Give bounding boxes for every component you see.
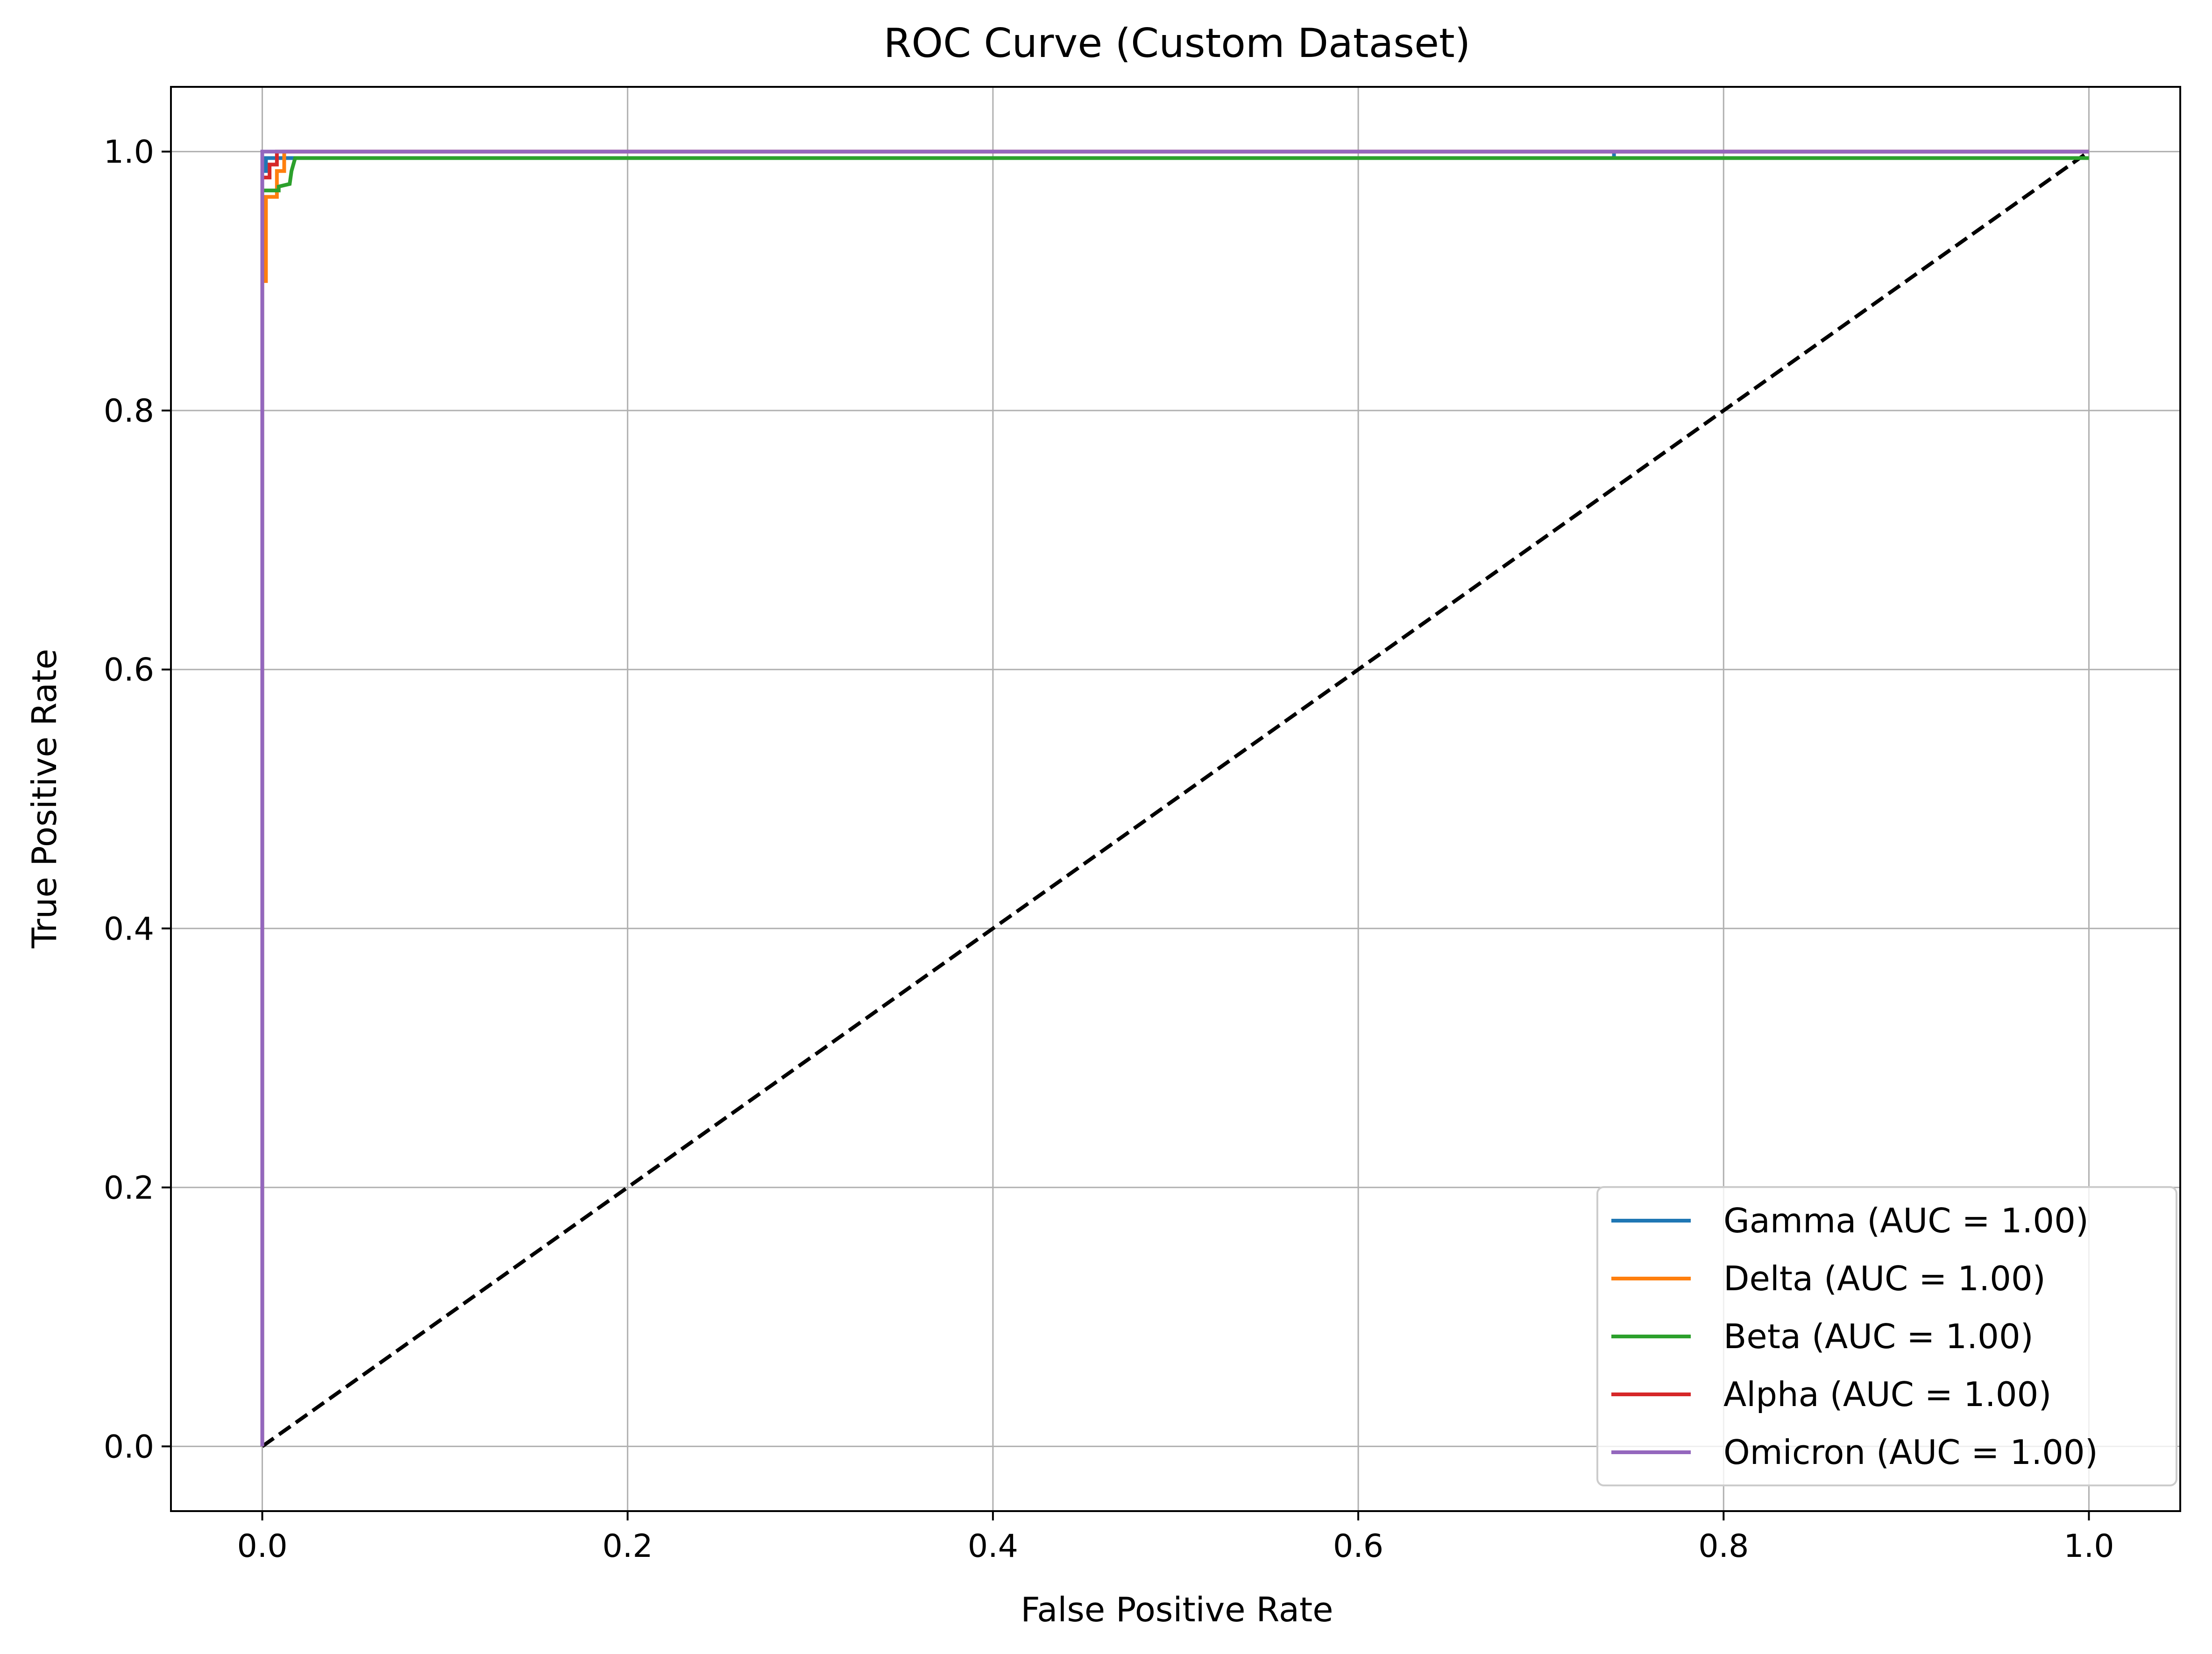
legend-label-4: Omicron (AUC = 1.00) — [1723, 1433, 2098, 1472]
y-tick-label: 0.0 — [104, 1428, 154, 1465]
y-tick-label: 1.0 — [104, 134, 154, 171]
roc-series — [260, 149, 2089, 1447]
legend-label-2: Beta (AUC = 1.00) — [1723, 1317, 2034, 1356]
plot-frame — [170, 86, 2181, 1512]
axis-ticks: 0.0 0.2 0.4 0.6 0.8 1.0 0.0 0.2 0.4 0.6 0.8 1.0 — [104, 134, 2114, 1565]
reference-diagonal — [261, 150, 2090, 1448]
y-tick-label: 0.6 — [104, 652, 154, 689]
legend: Gamma (AUC = 1.00) Delta (AUC = 1.00) Beta… — [1596, 1186, 2177, 1486]
series-line-4 — [260, 149, 2089, 1447]
x-tick-label: 0.6 — [1333, 1528, 1383, 1565]
chart-title: ROC Curve (Custom Dataset) — [884, 20, 1471, 67]
y-tick-label: 0.2 — [104, 1170, 154, 1207]
legend-label-0: Gamma (AUC = 1.00) — [1723, 1201, 2089, 1240]
legend-frame — [1596, 1186, 2177, 1486]
legend-label-3: Alpha (AUC = 1.00) — [1723, 1375, 2051, 1414]
chance-line — [261, 150, 2090, 1448]
x-tick-label: 0.2 — [603, 1528, 653, 1565]
x-axis-label: False Positive Rate — [1021, 1590, 1333, 1629]
legend-label-1: Delta (AUC = 1.00) — [1723, 1259, 2046, 1298]
x-tick-label: 0.0 — [237, 1528, 287, 1565]
y-axis-label: True Positive Rate — [25, 649, 64, 948]
y-tick-label: 0.8 — [104, 393, 154, 430]
legend-items: Gamma (AUC = 1.00) Delta (AUC = 1.00) Beta… — [1611, 1201, 2098, 1472]
series-line-2 — [260, 156, 2089, 1447]
x-tick-label: 0.4 — [968, 1528, 1018, 1565]
grid-lines — [171, 87, 2180, 1511]
x-tick-label: 1.0 — [2063, 1528, 2114, 1565]
x-tick-label: 0.8 — [1698, 1528, 1749, 1565]
y-tick-label: 0.4 — [104, 911, 154, 947]
